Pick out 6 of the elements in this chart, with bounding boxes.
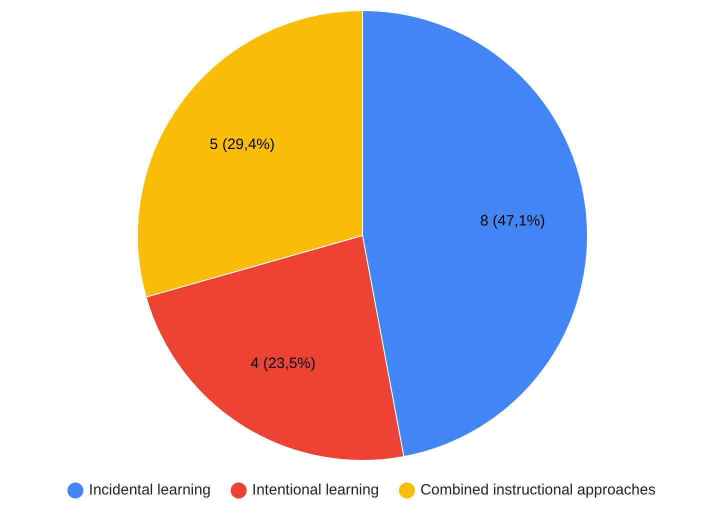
data-label: 4 (23,5%)	[250, 354, 316, 372]
data-label: 8 (47,1%)	[480, 212, 546, 230]
data-label: 5 (29,4%)	[210, 136, 275, 153]
legend-label: Intentional learning	[252, 482, 379, 499]
legend-label: Incidental learning	[88, 482, 211, 499]
legend-label: Combined instructional approaches	[420, 482, 656, 499]
